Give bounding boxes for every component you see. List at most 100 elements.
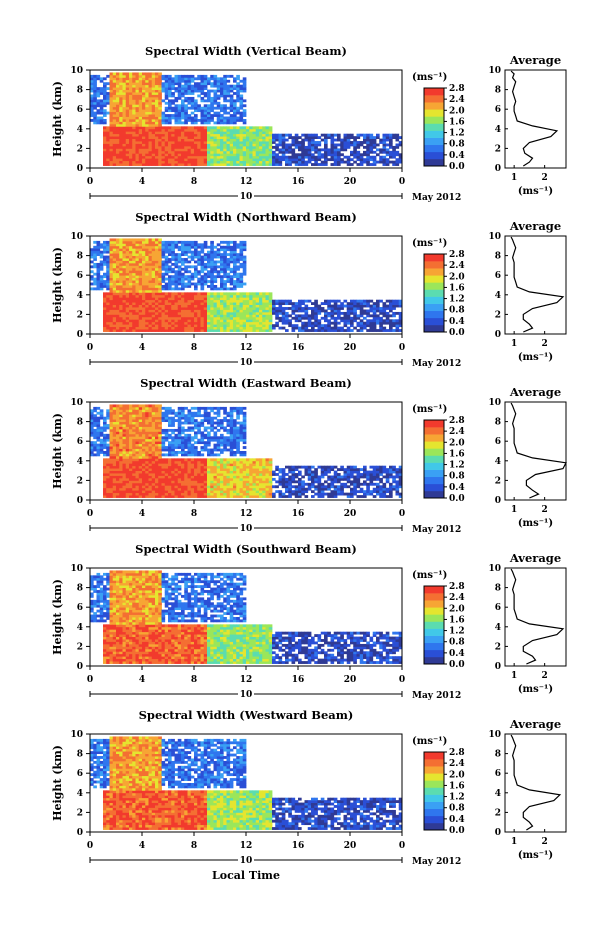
heatmap-cell bbox=[129, 114, 133, 117]
heatmap-cell bbox=[164, 260, 169, 264]
heatmap-cell bbox=[116, 119, 120, 122]
heatmap-cell bbox=[155, 458, 159, 462]
heatmap-cell bbox=[151, 77, 156, 81]
heatmap-cell bbox=[242, 240, 247, 244]
heatmap-cell bbox=[125, 87, 130, 90]
heatmap-cell bbox=[129, 143, 133, 147]
heatmap-cell bbox=[142, 248, 146, 252]
heatmap-cell bbox=[213, 277, 218, 281]
colorbar-swatch bbox=[424, 158, 444, 167]
heatmap-cell bbox=[385, 307, 390, 310]
heatmap-cell bbox=[168, 240, 172, 244]
heatmap-cell bbox=[242, 329, 247, 332]
heatmap-cell bbox=[164, 316, 169, 320]
heatmap-cell bbox=[226, 272, 231, 276]
heatmap-cell bbox=[298, 326, 302, 330]
heatmap-cell bbox=[99, 428, 104, 432]
heatmap-cell bbox=[207, 114, 211, 117]
heatmap-cell bbox=[333, 326, 338, 330]
heatmap-cell bbox=[109, 155, 114, 159]
heatmap-cell bbox=[382, 309, 387, 313]
heatmap-cell bbox=[200, 109, 205, 113]
heatmap-cell bbox=[229, 84, 234, 88]
heatmap-cell bbox=[181, 248, 185, 252]
heatmap-cell bbox=[187, 89, 192, 93]
heatmap-cell bbox=[194, 99, 198, 103]
heatmap-cell bbox=[174, 304, 179, 308]
heatmap-cell bbox=[229, 136, 234, 139]
heatmap-cell bbox=[239, 282, 244, 286]
heatmap-cell bbox=[132, 253, 136, 256]
heatmap-cell bbox=[96, 265, 101, 269]
heatmap-cell bbox=[135, 453, 140, 457]
heatmap-cell bbox=[132, 448, 136, 452]
heatmap-cell bbox=[197, 74, 201, 78]
heatmap-cell bbox=[112, 106, 117, 110]
heatmap-cell bbox=[249, 299, 253, 303]
heatmap-cell bbox=[174, 285, 179, 288]
heatmap-cell bbox=[246, 148, 250, 152]
heatmap-cell bbox=[132, 87, 136, 90]
heatmap-cell bbox=[116, 446, 120, 449]
heatmap-cell bbox=[158, 248, 162, 252]
heatmap-cell bbox=[229, 316, 234, 320]
heatmap-cell bbox=[369, 324, 374, 328]
heatmap-cell bbox=[125, 111, 130, 115]
heatmap-cell bbox=[132, 155, 136, 159]
heatmap-cell bbox=[252, 319, 257, 323]
heatmap-cell bbox=[194, 255, 198, 259]
heatmap-cell bbox=[109, 94, 114, 98]
heatmap-cell bbox=[145, 74, 149, 78]
heatmap-cell bbox=[106, 153, 110, 157]
heatmap-cell bbox=[216, 106, 221, 110]
heatmap-cell bbox=[93, 453, 97, 457]
heatmap-cell bbox=[184, 309, 188, 313]
heatmap-cell bbox=[236, 106, 240, 110]
heatmap-cell bbox=[220, 148, 224, 152]
heatmap-cell bbox=[129, 324, 133, 328]
heatmap-cell bbox=[242, 158, 247, 162]
heatmap-cell bbox=[116, 106, 120, 110]
heatmap-cell bbox=[242, 87, 247, 90]
heatmap-cell bbox=[265, 150, 270, 154]
heatmap-cell bbox=[184, 321, 188, 325]
heatmap-cell bbox=[255, 141, 260, 144]
heatmap-cell bbox=[281, 138, 286, 142]
heatmap-cell bbox=[151, 299, 156, 303]
heatmap-cell bbox=[200, 143, 205, 147]
heatmap-cell bbox=[145, 267, 149, 271]
heatmap-cell bbox=[151, 406, 156, 410]
heatmap-cell bbox=[168, 253, 172, 256]
heatmap-cell bbox=[213, 299, 218, 303]
heatmap-cell bbox=[333, 304, 338, 308]
heatmap-cell bbox=[194, 329, 198, 332]
heatmap-cell bbox=[200, 153, 205, 157]
heatmap-cell bbox=[174, 243, 179, 247]
heatmap-cell bbox=[129, 163, 133, 166]
heatmap-cell bbox=[343, 319, 348, 323]
heatmap-cell bbox=[194, 148, 198, 152]
heatmap-cell bbox=[103, 311, 107, 315]
heatmap-cell bbox=[171, 99, 175, 103]
heatmap-cell bbox=[340, 141, 344, 144]
heatmap-cell bbox=[236, 96, 240, 100]
x-tick-label: 20 bbox=[344, 343, 357, 353]
heatmap-cell bbox=[171, 299, 175, 303]
heatmap-cell bbox=[213, 294, 218, 298]
heatmap-cell bbox=[239, 326, 244, 330]
heatmap-cell bbox=[171, 160, 175, 164]
heatmap-cell bbox=[259, 141, 263, 144]
heatmap-cell bbox=[268, 138, 273, 142]
heatmap-cell bbox=[382, 321, 387, 325]
heatmap-cell bbox=[142, 163, 146, 166]
heatmap-cell bbox=[223, 287, 227, 291]
colorbar-swatch bbox=[424, 324, 444, 333]
heatmap-cell bbox=[333, 311, 338, 315]
heatmap-cell bbox=[132, 446, 136, 449]
heatmap-cell bbox=[142, 99, 146, 103]
heatmap-cell bbox=[242, 248, 247, 252]
heatmap-cell bbox=[96, 92, 101, 95]
heatmap-cell bbox=[213, 316, 218, 320]
heatmap-cell bbox=[116, 150, 120, 154]
heatmap-cell bbox=[181, 309, 185, 313]
